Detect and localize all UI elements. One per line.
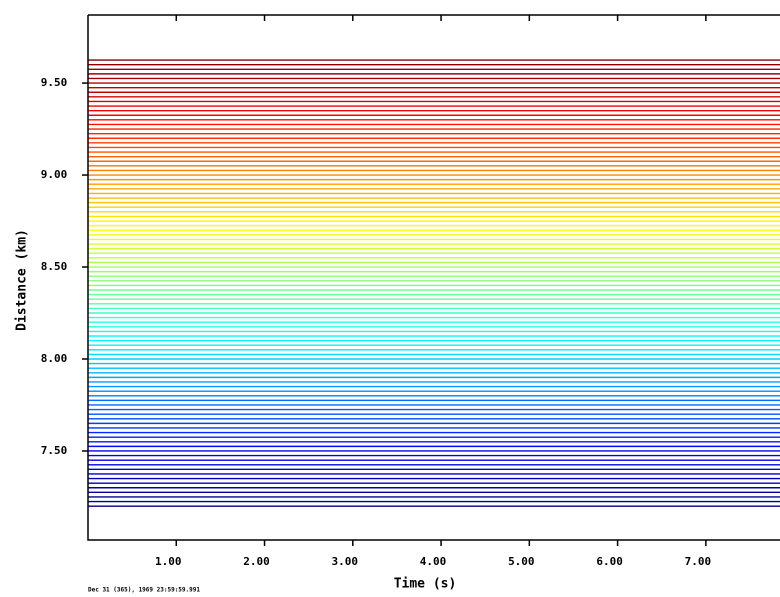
y-axis-label: Distance (km) xyxy=(15,229,30,331)
x-tick-label: 5.00 xyxy=(508,555,535,568)
y-tick-label: 8.50 xyxy=(41,260,68,273)
x-tick-label: 6.00 xyxy=(596,555,623,568)
footer: Dec 31 (365), 1969 23:59:59.991 xyxy=(88,587,200,594)
x-tick-label: 1.00 xyxy=(155,555,182,568)
x-tick-label: 2.00 xyxy=(243,555,270,568)
axes xyxy=(87,15,780,541)
x-axis-label: Time (s) xyxy=(394,577,457,592)
y-tick-label: 9.00 xyxy=(41,168,68,181)
y-tick-label: 9.50 xyxy=(41,76,68,89)
y-tick-label: 7.50 xyxy=(41,444,68,457)
x-tick-label: 4.00 xyxy=(420,555,447,568)
x-tick-label: 3.00 xyxy=(332,555,359,568)
x-tick-label: 7.00 xyxy=(685,555,712,568)
y-tick-label: 8.00 xyxy=(41,352,68,365)
